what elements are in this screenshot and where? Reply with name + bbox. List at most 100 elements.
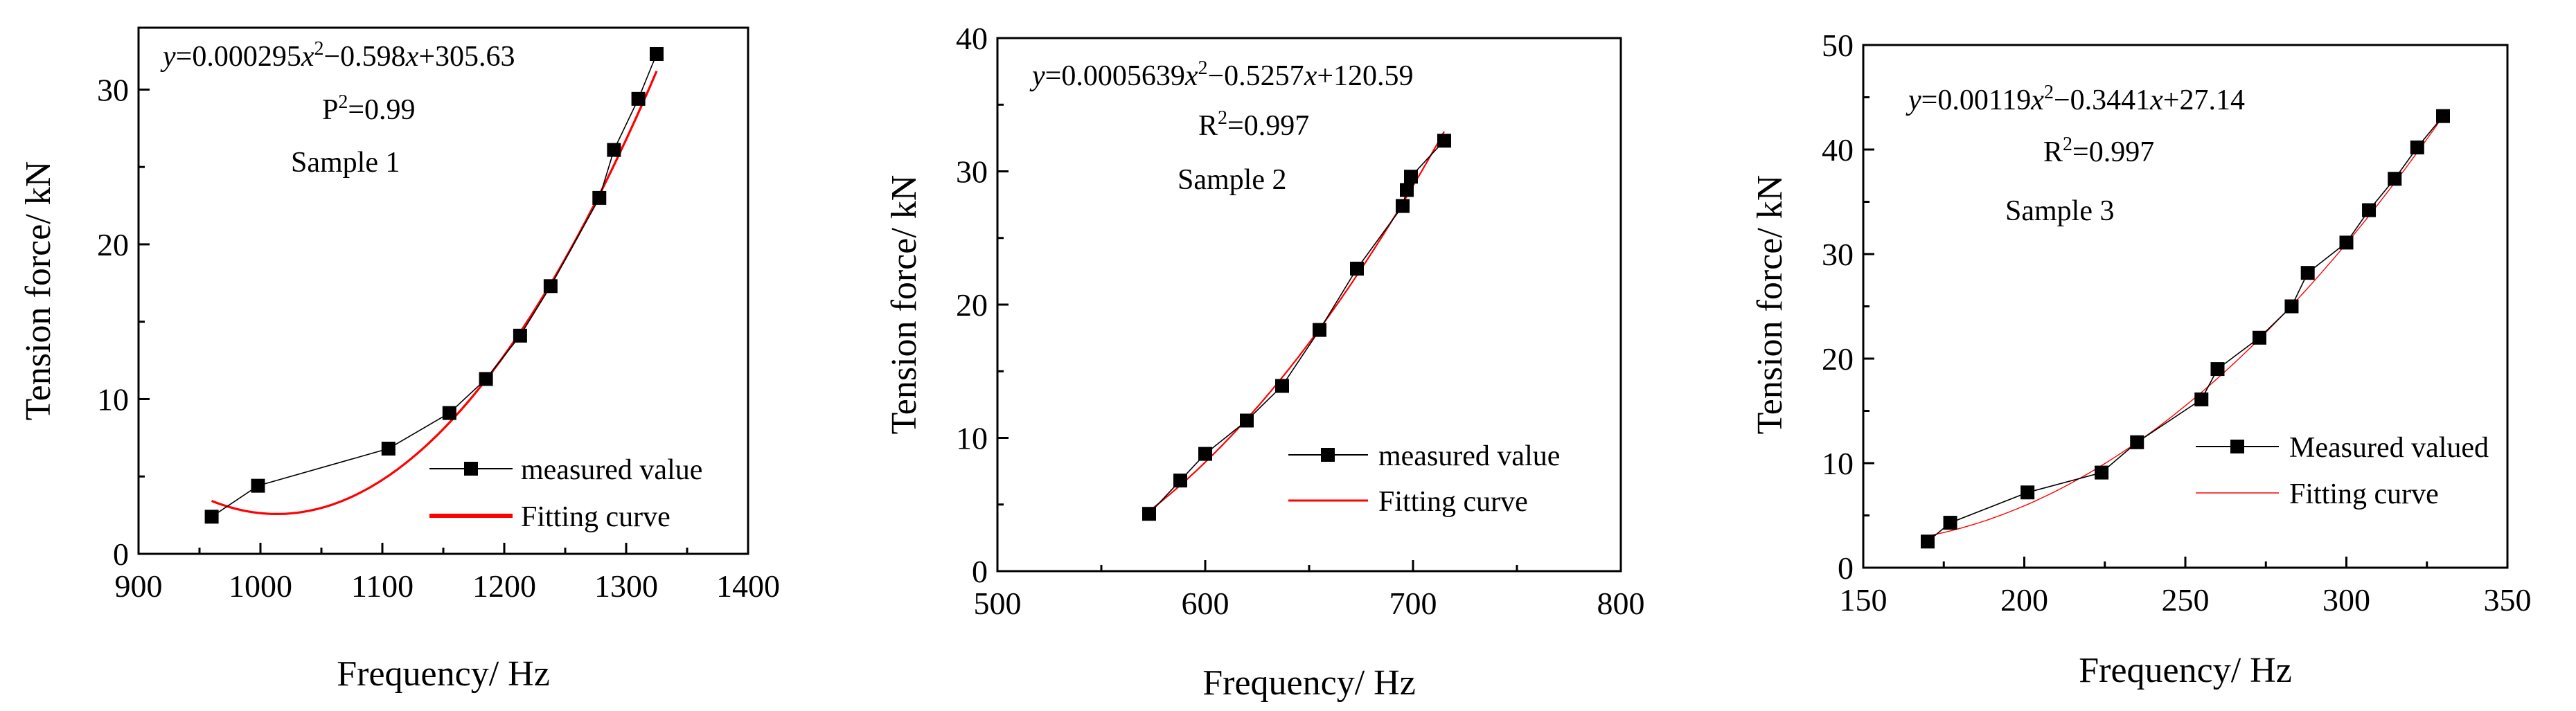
- sample-label: Sample 1: [291, 147, 400, 179]
- y-tick-label: 10: [956, 421, 988, 456]
- legend-fit-label: Fitting curve: [521, 501, 670, 533]
- measured-point: [1400, 183, 1414, 197]
- y-tick-label: 0: [113, 537, 129, 572]
- x-tick-label: 700: [1389, 586, 1437, 621]
- measured-point: [1943, 516, 1957, 530]
- legend-measured-marker: [1321, 448, 1335, 462]
- legend-fit-label: Fitting curve: [1378, 486, 1528, 518]
- x-tick-label: 350: [2484, 582, 2532, 618]
- measured-point: [2410, 140, 2424, 154]
- measured-point: [1921, 534, 1935, 549]
- measured-point: [2020, 485, 2035, 500]
- r-squared-label: R2=0.997: [1198, 107, 1309, 142]
- x-axis-title: Frequency/ Hz: [337, 654, 550, 694]
- equation-label: y=0.0005639x2−0.5257x+120.59: [1029, 57, 1414, 92]
- r-squared-label: P2=0.99: [322, 91, 416, 126]
- x-tick-label: 500: [974, 586, 1022, 621]
- measured-point: [2362, 203, 2377, 217]
- x-axis-title: Frequency/ Hz: [2079, 651, 2292, 690]
- legend-fit-label: Fitting curve: [2289, 478, 2439, 510]
- measured-point: [2210, 362, 2225, 377]
- measured-line: [211, 53, 657, 518]
- measured-point: [2194, 392, 2209, 406]
- y-axis-title: Tension force/ kN: [19, 161, 58, 421]
- sample-label: Sample 3: [2005, 195, 2114, 227]
- y-tick-label: 0: [1838, 550, 1854, 586]
- panel-1-ticks: 900 1000 1100 1200 1300 1400 0 10 20 30: [97, 72, 780, 604]
- measured-point: [2252, 330, 2266, 345]
- measured-point: [1142, 507, 1156, 521]
- y-tick-label: 20: [97, 227, 129, 262]
- legend-measured-marker: [2230, 440, 2244, 453]
- x-tick-label: 600: [1182, 586, 1229, 621]
- measured-point: [607, 143, 621, 157]
- y-tick-label: 40: [1822, 132, 1854, 168]
- x-tick-label: 800: [1597, 586, 1645, 621]
- y-tick-label: 30: [1822, 237, 1854, 272]
- x-tick-label: 1000: [229, 568, 292, 604]
- x-tick-label: 200: [2000, 582, 2048, 618]
- legend-measured-marker: [464, 462, 478, 476]
- sample-label: Sample 2: [1178, 164, 1286, 196]
- x-tick-label: 150: [1840, 582, 1887, 618]
- legend: Measured valued Fitting curve: [2196, 432, 2489, 510]
- measured-point: [2130, 435, 2144, 449]
- x-tick-label: 250: [2162, 582, 2210, 618]
- measured-point: [650, 47, 664, 61]
- measured-point: [1275, 379, 1289, 393]
- x-tick-label: 1100: [351, 568, 414, 604]
- y-tick-label: 20: [956, 287, 988, 323]
- y-tick-label: 0: [972, 554, 988, 589]
- measured-point: [442, 406, 456, 420]
- y-axis-title: Tension force/ kN: [1750, 175, 1790, 435]
- measured-point: [2284, 299, 2299, 314]
- r-squared-label: R2=0.997: [2043, 134, 2154, 168]
- measured-point: [1173, 474, 1187, 488]
- legend: measured value Fitting curve: [1288, 440, 1560, 518]
- fitting-curve: [1927, 116, 2444, 537]
- x-axis-title: Frequency/ Hz: [1202, 663, 1416, 703]
- measured-point: [2339, 235, 2354, 250]
- legend-measured-label: measured value: [521, 454, 702, 486]
- y-tick-label: 40: [956, 21, 988, 56]
- measured-point: [513, 328, 527, 343]
- measured-point: [1313, 323, 1326, 337]
- x-tick-label: 1200: [472, 568, 536, 604]
- panel-sample-1: 900 1000 1100 1200 1300 1400 0 10 20 30 y=0.00029…: [19, 26, 780, 694]
- measured-point: [631, 91, 646, 106]
- fitting-curve: [211, 71, 658, 516]
- y-tick-label: 50: [1822, 28, 1854, 63]
- y-tick-label: 30: [956, 154, 988, 190]
- measured-point: [1350, 262, 1364, 276]
- panel-sample-3: 150 200 250 300 350 0 10 20 30 40 50 y=0.00119x2−0…: [1750, 28, 2532, 690]
- equation-label: y=0.00119x2−0.3441x+27.14: [1906, 82, 2245, 116]
- measured-point: [1198, 447, 1212, 461]
- y-tick-label: 10: [1822, 446, 1854, 481]
- measured-point: [479, 372, 493, 386]
- legend-measured-label: measured value: [1378, 440, 1560, 472]
- panel-1-marks: [204, 47, 664, 524]
- panel-2-ticks: 500 600 700 800 0 10 20 30 40: [956, 21, 1645, 621]
- panel-sample-2: 500 600 700 800 0 10 20 30 40 y=0.0005639x2−0.52…: [885, 21, 1645, 703]
- measured-point: [2436, 109, 2450, 123]
- x-tick-label: 1300: [594, 568, 658, 604]
- x-tick-label: 900: [115, 568, 163, 604]
- measured-point: [2095, 465, 2109, 480]
- measured-point: [1404, 170, 1418, 184]
- y-tick-label: 10: [97, 381, 129, 417]
- y-axis-title: Tension force/ kN: [885, 175, 924, 435]
- measured-point: [204, 510, 219, 524]
- legend: measured value Fitting curve: [429, 454, 702, 533]
- measured-point: [381, 442, 396, 456]
- panel-3-marks: [1921, 109, 2450, 549]
- measured-point: [543, 279, 558, 294]
- equation-label: y=0.000295x2−0.598x+305.63: [160, 38, 515, 73]
- measured-point: [1437, 134, 1451, 148]
- measured-point: [2388, 172, 2402, 186]
- panel-2-marks: [1142, 131, 1451, 521]
- x-tick-label: 1400: [716, 568, 780, 604]
- measured-point: [1240, 413, 1254, 428]
- measured-point: [251, 478, 265, 493]
- measured-point: [1396, 199, 1410, 213]
